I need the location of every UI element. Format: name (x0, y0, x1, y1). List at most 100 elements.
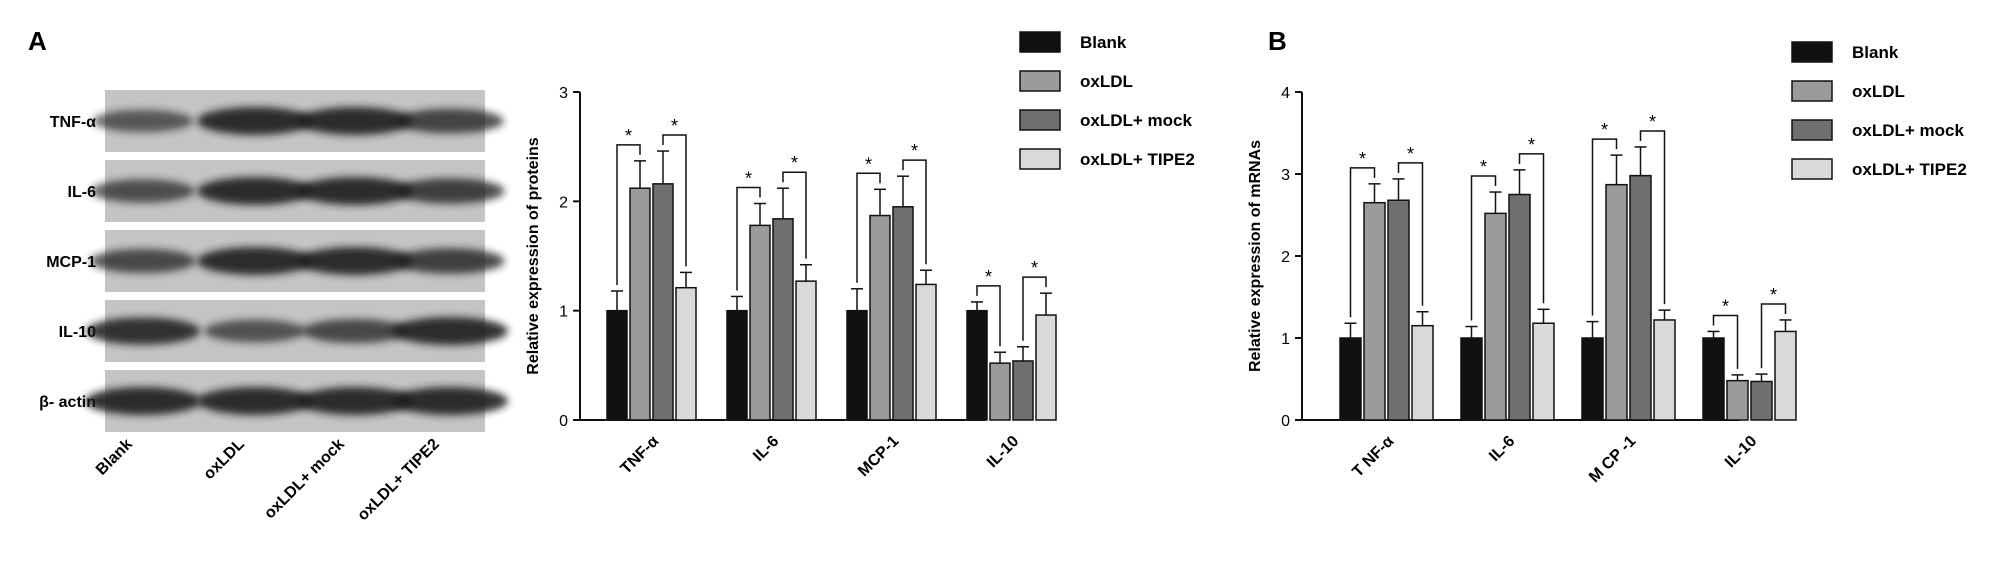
blot-band (392, 387, 508, 415)
bar-oxldl-mock (652, 183, 674, 421)
blot-band (90, 248, 196, 274)
y-axis-label: Relative expression of proteins (525, 137, 542, 375)
bar-blank (606, 309, 628, 421)
blot-band (392, 317, 508, 345)
significance-bracket (736, 186, 761, 291)
bar-oxldl-mock (1012, 360, 1034, 421)
legend-label: oxLDL+ mock (1080, 111, 1192, 130)
bar-oxldl-tipe2 (1411, 324, 1434, 421)
blot-band (197, 247, 313, 275)
x-tick-label: IL-6 (750, 433, 782, 465)
bar-oxldl (1605, 183, 1628, 421)
y-tick-label: 2 (559, 194, 568, 211)
y-axis-label: Relative expression of mRNAs (1247, 140, 1264, 372)
legend-swatch-oxldl-mock (1791, 119, 1833, 141)
blot-band (203, 319, 307, 343)
bar-blank (966, 309, 988, 421)
significance-marker: * (1407, 144, 1414, 164)
bar-oxldl-tipe2 (915, 283, 937, 421)
blot-row-label: TNF-α (50, 114, 96, 131)
significance-bracket (782, 171, 807, 259)
blot-band (85, 387, 201, 415)
blot-band (395, 178, 505, 204)
legend-label: oxLDL+ TIPE2 (1080, 150, 1195, 169)
blot-band (395, 248, 505, 274)
legend-a: Blank oxLDL oxLDL+ mock oxLDL+ TIPE2 (1019, 31, 1195, 170)
blot-lane-label: Blank (93, 436, 136, 479)
x-tick-label: M CP -1 (1586, 433, 1639, 486)
x-tick-label: T NF-α (1349, 433, 1397, 481)
bar-group-il-6: ** (726, 153, 817, 421)
x-tick-label: TNF-α (618, 433, 663, 478)
bar-oxldl (1726, 379, 1749, 421)
blot-band (297, 247, 413, 275)
significance-marker: * (745, 169, 752, 189)
significance-bracket (1712, 314, 1739, 369)
bar-blank (1339, 337, 1362, 421)
significance-marker: * (1528, 135, 1535, 155)
legend-swatch-oxldl (1791, 80, 1833, 102)
blot-band (297, 177, 413, 205)
significance-marker: * (791, 153, 798, 173)
bar-oxldl-mock (1750, 380, 1773, 421)
legend-label: oxLDL+ mock (1852, 121, 1964, 140)
significance-marker: * (865, 154, 872, 174)
bar-oxldl-mock (1629, 174, 1652, 421)
western-blot: TNF-α IL-6 MCP-1 IL-10 β- actin Blank oxLDL oxL… (39, 90, 508, 524)
significance-bracket (1349, 167, 1376, 318)
blot-band (396, 108, 504, 134)
bar-group-il-10: ** (1702, 285, 1797, 421)
significance-marker: * (1031, 258, 1038, 278)
blot-row-label: MCP-1 (46, 254, 96, 271)
legend-label: Blank (1852, 43, 1899, 62)
legend-swatch-oxldl-tipe2 (1019, 148, 1061, 170)
bar-oxldl-tipe2 (1532, 322, 1555, 421)
bar-oxldl-mock (892, 206, 914, 421)
blot-band (197, 107, 313, 135)
bar-oxldl (749, 224, 771, 421)
significance-marker: * (985, 267, 992, 287)
significance-bracket (1591, 138, 1618, 316)
blot-row-label: β- actin (39, 394, 96, 411)
bar-oxldl-mock (1387, 199, 1410, 421)
bar-group-il-10: ** (966, 258, 1057, 421)
significance-bracket (902, 159, 927, 265)
bar-group-il-6: ** (1460, 135, 1555, 421)
legend-b: Blank oxLDL oxLDL+ mock oxLDL+ TIPE2 (1791, 41, 1967, 180)
bar-blank (1702, 337, 1725, 421)
bar-oxldl (989, 362, 1011, 421)
bar-oxldl-tipe2 (1653, 319, 1676, 421)
bar-group-t-nf: * * (1339, 144, 1434, 421)
bar-oxldl-tipe2 (795, 280, 817, 421)
bar-oxldl (1484, 212, 1507, 421)
bar-group-m-cp-1: * * (1581, 112, 1676, 421)
significance-bracket (1022, 276, 1047, 341)
blot-row-label: IL-6 (68, 184, 97, 201)
x-tick-label: IL-10 (984, 433, 1022, 471)
blot-lane-label: oxLDL+ TIPE2 (354, 436, 442, 524)
blot-band (92, 109, 194, 133)
bar-oxldl (629, 187, 651, 421)
significance-marker: * (1359, 149, 1366, 169)
legend-swatch-blank (1791, 41, 1833, 63)
significance-marker: * (1770, 285, 1777, 305)
blot-band (85, 317, 201, 345)
significance-marker: * (1601, 120, 1608, 140)
y-tick-label: 2 (1281, 249, 1290, 266)
y-tick-label: 0 (559, 413, 568, 430)
significance-bracket (976, 285, 1001, 347)
bar-blank (726, 309, 748, 421)
bar-oxldl-mock (1508, 193, 1531, 421)
blot-band (297, 387, 413, 415)
significance-bracket (662, 134, 687, 267)
bar-oxldl-tipe2 (675, 286, 697, 421)
significance-bracket (856, 172, 881, 283)
legend-label: oxLDL (1852, 82, 1905, 101)
y-tick-label: 4 (1281, 85, 1290, 102)
significance-bracket (1518, 153, 1545, 304)
legend-swatch-oxldl-mock (1019, 109, 1061, 131)
blot-lane-label: oxLDL+ mock (261, 436, 348, 523)
significance-bracket (1639, 130, 1666, 305)
x-tick-label: IL-10 (1722, 433, 1760, 471)
